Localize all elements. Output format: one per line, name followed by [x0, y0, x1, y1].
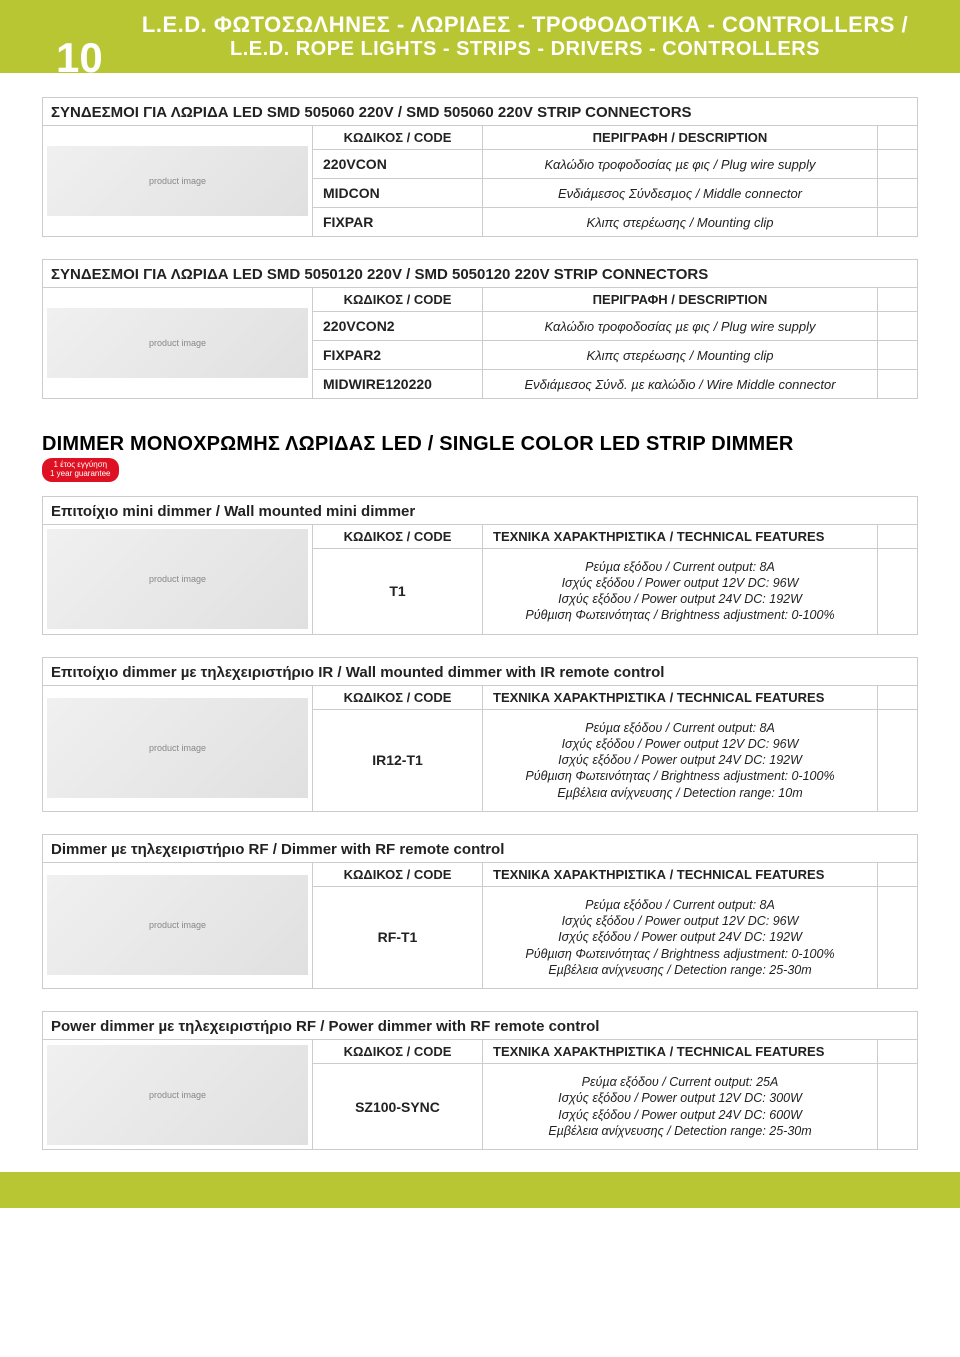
desc-header: ΠΕΡΙΓΡΑΦΗ / DESCRIPTION: [483, 288, 878, 312]
section2-image-cell: product image: [43, 288, 313, 399]
code-cell: 220VCON: [313, 150, 483, 179]
code-header: ΚΩΔΙΚΟΣ / CODE: [313, 288, 483, 312]
page-header: 10 L.E.D. ΦΩΤΟΣΩΛΗΝΕΣ - ΛΩΡΙΔΕΣ - ΤΡΟΦΟΔ…: [0, 0, 960, 73]
page-content: ΣΥΝΔΕΣΜΟΙ ΓΙΑ ΛΩΡΙΔΑ LED SMD 505060 220V…: [0, 73, 960, 1150]
features-header: ΤΕΧΝΙΚΑ ΧΑΡΑΚΤΗΡΙΣΤΙΚΑ / TECHNICAL FEATU…: [483, 524, 878, 548]
section2-title: ΣΥΝΔΕΣΜΟΙ ΓΙΑ ΛΩΡΙΔΑ LED SMD 5050120 220…: [43, 260, 918, 288]
section1-title: ΣΥΝΔΕΣΜΟΙ ΓΙΑ ΛΩΡΙΔΑ LED SMD 505060 220V…: [43, 98, 918, 126]
desc-cell: Καλώδιο τροφοδοσίας µε φις / Plug wire s…: [483, 150, 878, 179]
connectors-table-1: ΣΥΝΔΕΣΜΟΙ ΓΙΑ ΛΩΡΙΔΑ LED SMD 505060 220V…: [42, 97, 918, 237]
features-header: ΤΕΧΝΙΚΑ ΧΑΡΑΚΤΗΡΙΣΤΙΚΑ / TECHNICAL FEATU…: [483, 862, 878, 886]
product-image-placeholder: product image: [47, 698, 308, 798]
desc-cell: Κλιπς στερέωσης / Mounting clip: [483, 341, 878, 370]
header-line1: L.E.D. ΦΩΤΟΣΩΛΗΝΕΣ - ΛΩΡΙΔΕΣ - ΤΡΟΦΟΔΟΤΙ…: [90, 12, 960, 38]
dimmer-image-cell: product image: [43, 524, 313, 634]
desc-header: ΠΕΡΙΓΡΑΦΗ / DESCRIPTION: [483, 126, 878, 150]
dimmer-title: Dimmer µε τηλεχειριστήριο RF / Dimmer wi…: [43, 834, 918, 862]
dimmer-section-heading: DIMMER ΜΟΝΟΧΡΩΜΗΣ ΛΩΡΙΔΑΣ LED / SINGLE C…: [42, 433, 918, 456]
code-cell: MIDCON: [313, 179, 483, 208]
header-line2: L.E.D. ROPE LIGHTS - STRIPS - DRIVERS - …: [90, 38, 960, 61]
desc-cell: Ενδιάµεσος Σύνδεσµος / Middle connector: [483, 179, 878, 208]
code-header: ΚΩΔΙΚΟΣ / CODE: [313, 685, 483, 709]
dimmer-title: Επιτοίχιο mini dimmer / Wall mounted min…: [43, 496, 918, 524]
guarantee-badge: 1 έτος εγγύηση 1 year guarantee: [42, 458, 119, 482]
product-image-placeholder: product image: [47, 308, 308, 378]
dimmer-table-4: Power dimmer µε τηλεχειριστήριο RF / Pow…: [42, 1011, 918, 1150]
desc-cell: Καλώδιο τροφοδοσίας µε φις / Plug wire s…: [483, 312, 878, 341]
section1-image-cell: product image: [43, 126, 313, 237]
product-image-placeholder: product image: [47, 875, 308, 975]
dimmer-table-3: Dimmer µε τηλεχειριστήριο RF / Dimmer wi…: [42, 834, 918, 989]
dimmer-title: Επιτοίχιο dimmer µε τηλεχειριστήριο IR /…: [43, 657, 918, 685]
guarantee-line2: 1 year guarantee: [50, 469, 111, 478]
desc-cell: Ενδιάµεσος Σύνδ. µε καλώδιο / Wire Middl…: [483, 370, 878, 399]
code-cell: FIXPAR: [313, 208, 483, 237]
code-cell: T1: [313, 548, 483, 634]
code-header: ΚΩΔΙΚΟΣ / CODE: [313, 524, 483, 548]
code-header: ΚΩΔΙΚΟΣ / CODE: [313, 1040, 483, 1064]
code-cell: MIDWIRE120220: [313, 370, 483, 399]
spacer-cell: [878, 126, 918, 150]
dimmer-image-cell: product image: [43, 1040, 313, 1150]
features-cell: Ρεύµα εξόδου / Current output: 8AΙσχύς ε…: [483, 709, 878, 811]
features-header: ΤΕΧΝΙΚΑ ΧΑΡΑΚΤΗΡΙΣΤΙΚΑ / TECHNICAL FEATU…: [483, 1040, 878, 1064]
footer-bar: [0, 1172, 960, 1208]
header-title-block: L.E.D. ΦΩΤΟΣΩΛΗΝΕΣ - ΛΩΡΙΔΕΣ - ΤΡΟΦΟΔΟΤΙ…: [0, 12, 960, 61]
features-cell: Ρεύµα εξόδου / Current output: 25AΙσχύς …: [483, 1064, 878, 1150]
page-number: 10: [56, 34, 103, 82]
dimmer-image-cell: product image: [43, 685, 313, 811]
code-cell: 220VCON2: [313, 312, 483, 341]
dimmer-image-cell: product image: [43, 862, 313, 988]
code-cell: SZ100-SYNC: [313, 1064, 483, 1150]
dimmer-table-2: Επιτοίχιο dimmer µε τηλεχειριστήριο IR /…: [42, 657, 918, 812]
code-cell: FIXPAR2: [313, 341, 483, 370]
product-image-placeholder: product image: [47, 1045, 308, 1145]
code-cell: IR12-T1: [313, 709, 483, 811]
desc-cell: Κλιπς στερέωσης / Mounting clip: [483, 208, 878, 237]
code-cell: RF-T1: [313, 886, 483, 988]
dimmer-title: Power dimmer µε τηλεχειριστήριο RF / Pow…: [43, 1012, 918, 1040]
connectors-table-2: ΣΥΝΔΕΣΜΟΙ ΓΙΑ ΛΩΡΙΔΑ LED SMD 5050120 220…: [42, 259, 918, 399]
dimmer-table-1: Επιτοίχιο mini dimmer / Wall mounted min…: [42, 496, 918, 635]
code-header: ΚΩΔΙΚΟΣ / CODE: [313, 862, 483, 886]
product-image-placeholder: product image: [47, 146, 308, 216]
product-image-placeholder: product image: [47, 529, 308, 629]
features-cell: Ρεύµα εξόδου / Current output: 8AΙσχύς ε…: [483, 886, 878, 988]
guarantee-line1: 1 έτος εγγύηση: [53, 460, 107, 469]
code-header: ΚΩΔΙΚΟΣ / CODE: [313, 126, 483, 150]
features-cell: Ρεύµα εξόδου / Current output: 8AΙσχύς ε…: [483, 548, 878, 634]
features-header: ΤΕΧΝΙΚΑ ΧΑΡΑΚΤΗΡΙΣΤΙΚΑ / TECHNICAL FEATU…: [483, 685, 878, 709]
